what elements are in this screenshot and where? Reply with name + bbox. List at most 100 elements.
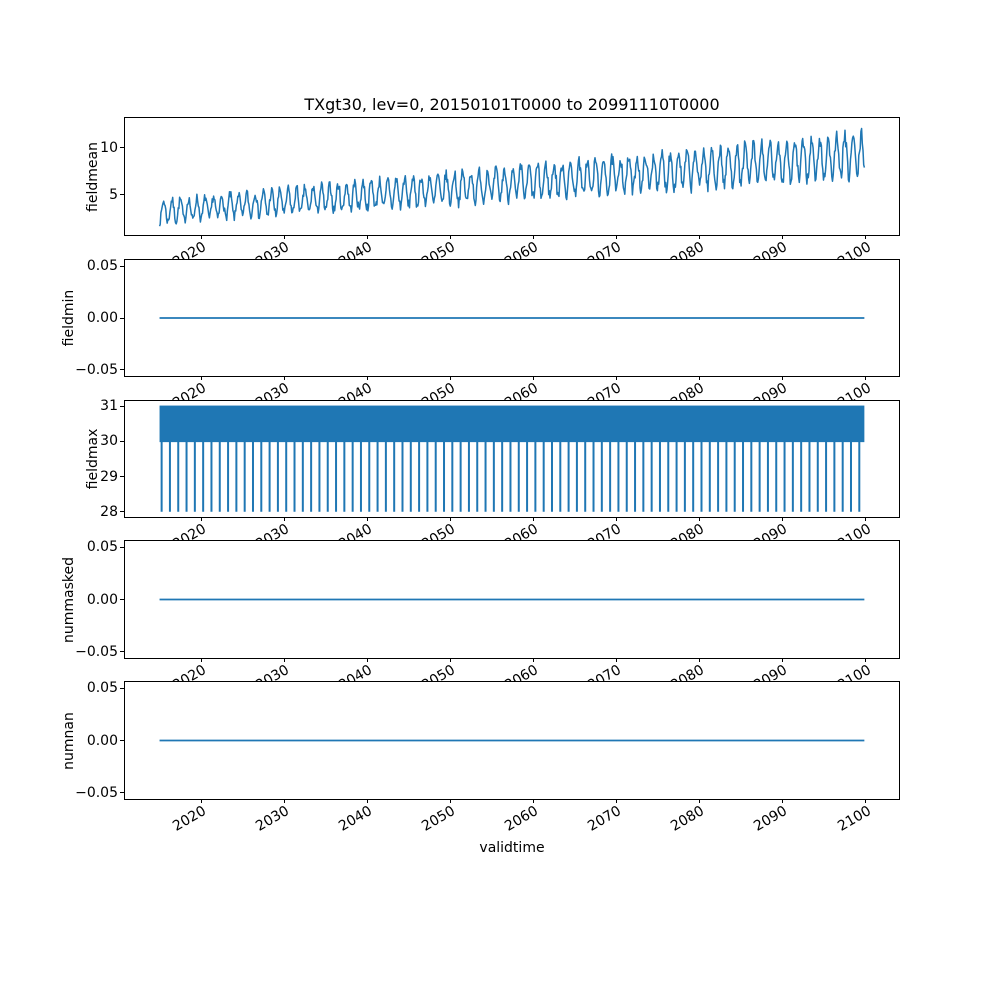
y-tick-label: 0.00	[86, 591, 118, 608]
x-tick-mark	[698, 658, 700, 662]
y-tick-mark	[120, 265, 124, 267]
y-tick-label: 28	[100, 503, 118, 520]
x-tick-mark	[449, 517, 451, 521]
y-tick-mark	[120, 792, 124, 794]
y-tick-label: −0.05	[75, 361, 118, 378]
y-tick-mark	[120, 476, 124, 478]
x-tick-mark	[532, 235, 534, 239]
x-tick-mark	[781, 799, 783, 803]
y-tick-mark	[120, 651, 124, 653]
x-tick-mark	[698, 376, 700, 380]
y-tick-mark	[120, 599, 124, 600]
x-tick-label: 2090	[751, 803, 791, 835]
y-tick-label: 0.05	[86, 258, 118, 275]
x-tick-mark	[366, 235, 368, 239]
fieldmax-plot-area	[159, 405, 865, 512]
y-tick-mark	[120, 546, 124, 548]
x-tick-mark	[865, 517, 867, 521]
x-tick-label: 2050	[419, 803, 459, 835]
x-tick-mark	[366, 658, 368, 662]
x-tick-label: 2060	[502, 803, 542, 835]
fieldmean-y-axis-label: fieldmean	[85, 141, 101, 212]
x-tick-mark	[449, 658, 451, 662]
y-tick-mark	[120, 317, 124, 319]
x-tick-mark	[865, 376, 867, 380]
chart-title: TXgt30, lev=0, 20150101T0000 to 20991110…	[304, 95, 720, 114]
x-tick-label: 2030	[253, 803, 293, 835]
x-tick-mark	[283, 799, 285, 803]
x-tick-mark	[532, 799, 534, 803]
subplot-fieldmin: fieldmin 0.05 0.00 −0.05 2020 2030 2040 2050 20…	[61, 258, 900, 412]
x-tick-mark	[615, 658, 617, 662]
x-tick-mark	[615, 517, 617, 521]
x-tick-mark	[449, 376, 451, 380]
x-tick-mark	[200, 517, 202, 521]
x-tick-mark	[283, 235, 285, 239]
x-tick-mark	[200, 799, 202, 803]
subplot-fieldmean: fieldmean 10 5 2020 2030 2040 2050 2060 2070 208…	[85, 117, 900, 271]
x-tick-mark	[449, 799, 451, 803]
x-tick-mark	[200, 235, 202, 239]
y-tick-mark	[120, 405, 124, 407]
y-tick-label: −0.05	[75, 643, 118, 660]
x-axis-label: validtime	[479, 840, 545, 856]
numnan-plot-area	[159, 739, 865, 742]
nummasked-plot-area	[159, 598, 865, 601]
x-tick-mark	[781, 376, 783, 380]
x-tick-mark	[615, 235, 617, 239]
y-tick-label: 29	[100, 468, 118, 485]
x-tick-mark	[865, 658, 867, 662]
x-tick-mark	[283, 517, 285, 521]
y-tick-label: −0.05	[75, 784, 118, 801]
x-tick-label: 2080	[668, 803, 708, 835]
x-tick-mark	[698, 517, 700, 521]
x-tick-mark	[283, 376, 285, 380]
x-tick-mark	[200, 658, 202, 662]
x-tick-mark	[865, 235, 867, 239]
x-tick-mark	[865, 799, 867, 803]
x-tick-mark	[366, 799, 368, 803]
y-tick-label: 0.00	[86, 732, 118, 749]
x-tick-mark	[366, 517, 368, 521]
y-tick-label: 30	[100, 433, 118, 450]
y-tick-label: 10	[100, 139, 118, 156]
x-tick-mark	[283, 658, 285, 662]
x-tick-mark	[200, 376, 202, 380]
x-tick-mark	[781, 658, 783, 662]
x-tick-mark	[615, 376, 617, 380]
y-tick-mark	[120, 147, 124, 149]
x-tick-mark	[698, 799, 700, 803]
subplot-fieldmax: fieldmax 31 30 29 28 2020 2030 2040 2050 2060 207…	[85, 398, 900, 553]
subplot-numnan: numnan 0.05 0.00 −0.05 2020 2030 2040 2050 2060…	[61, 680, 900, 835]
x-tick-mark	[615, 799, 617, 803]
y-tick-mark	[120, 440, 124, 442]
fieldmean-line-series	[158, 127, 866, 227]
y-tick-mark	[120, 511, 124, 513]
y-tick-mark	[120, 740, 124, 741]
y-tick-label: 5	[109, 186, 118, 203]
y-tick-mark	[120, 369, 124, 371]
x-tick-label: 2070	[585, 803, 625, 835]
x-tick-mark	[781, 517, 783, 521]
x-tick-mark	[366, 376, 368, 380]
y-tick-mark	[120, 194, 124, 196]
x-tick-label: 2020	[170, 803, 210, 835]
y-tick-label: 0.05	[86, 539, 118, 556]
fieldmax-band	[159, 405, 865, 443]
fieldmin-plot-area	[159, 317, 865, 319]
x-tick-mark	[532, 517, 534, 521]
x-tick-mark	[781, 235, 783, 239]
subplot-nummasked: nummasked 0.05 0.00 −0.05 2020 2030 2040 2050 2…	[61, 539, 900, 694]
y-tick-mark	[120, 687, 124, 689]
y-tick-label: 0.00	[86, 310, 118, 326]
x-tick-mark	[449, 235, 451, 239]
y-tick-label: 31	[100, 398, 118, 415]
x-tick-mark	[698, 235, 700, 239]
y-tick-label: 0.05	[86, 680, 118, 697]
x-tick-mark	[532, 658, 534, 662]
x-tick-label: 2100	[834, 803, 874, 835]
x-tick-mark	[532, 376, 534, 380]
x-tick-label: 2040	[336, 803, 376, 835]
fieldmean-plot-area	[158, 127, 866, 227]
